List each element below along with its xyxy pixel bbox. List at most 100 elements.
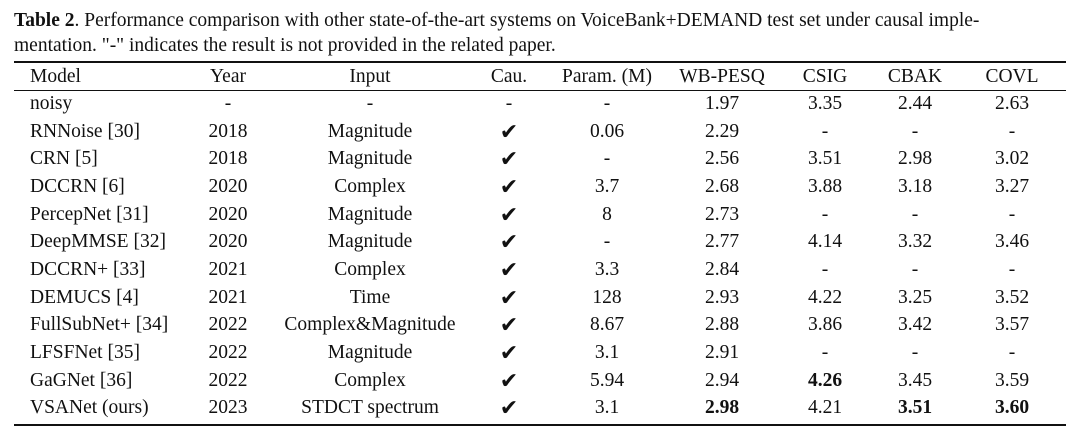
comparison-table: Model Year Input Cau. Param. (M) WB-PESQ… [14, 63, 1066, 422]
cell-params: 3.7 [594, 175, 620, 197]
header-params: Param. (M) [562, 65, 652, 87]
cell-year: 2023 [208, 397, 248, 419]
header-input: Input [349, 65, 391, 87]
cell-params: 0.06 [589, 120, 625, 142]
cell-params: 3.1 [594, 397, 620, 419]
cell-wb-pesq: 2.93 [704, 286, 740, 308]
table-row: DeepMMSE [32] 2020 Magnitude ✔ - 2.77 4.… [14, 228, 1066, 256]
cell-wb-pesq: 2.91 [704, 342, 740, 364]
cell-model: noisy [30, 92, 73, 114]
cell-input: Magnitude [327, 203, 413, 225]
cell-model: LFSFNet [35] [30, 342, 140, 364]
cell-csig: 3.51 [807, 148, 843, 170]
cell-covl: 3.59 [994, 369, 1030, 391]
cell-input: Magnitude [327, 342, 413, 364]
cell-wb-pesq: 2.29 [704, 120, 740, 142]
cell-params: 8 [602, 203, 612, 225]
cell-covl: 3.27 [994, 175, 1030, 197]
cell-cbak: - [911, 120, 919, 142]
cell-input: - [366, 92, 374, 114]
cell-csig: - [821, 258, 829, 280]
cell-input: Complex [334, 258, 406, 280]
cell-csig: 3.86 [807, 314, 843, 336]
checkmark-icon: ✔ [499, 367, 519, 393]
cell-csig: 3.88 [807, 175, 843, 197]
cell-wb-pesq: 2.98 [704, 397, 740, 419]
cell-input: Magnitude [327, 148, 413, 170]
cell-csig: - [821, 120, 829, 142]
cell-input: Magnitude [327, 231, 413, 253]
cell-wb-pesq: 2.68 [704, 175, 740, 197]
cell-csig: - [821, 203, 829, 225]
table-row: CRN [5] 2018 Magnitude ✔ - 2.56 3.51 2.9… [14, 145, 1066, 173]
cell-csig: - [821, 342, 829, 364]
cell-wb-pesq: 2.94 [704, 369, 740, 391]
cell-model: DeepMMSE [32] [30, 231, 166, 253]
cell-covl: 3.52 [994, 286, 1030, 308]
cell-params: - [603, 92, 611, 114]
cell-csig: 4.22 [807, 286, 843, 308]
cell-cbak: 2.98 [897, 148, 933, 170]
cell-input: Magnitude [327, 120, 413, 142]
table-bottom-rule [14, 424, 1066, 426]
checkmark-icon: ✔ [499, 118, 519, 144]
cell-input: Complex [334, 369, 406, 391]
cell-covl: 3.57 [994, 314, 1030, 336]
checkmark-icon: ✔ [499, 312, 519, 338]
checkmark-icon: ✔ [499, 340, 519, 366]
cell-covl: 3.60 [994, 397, 1030, 419]
cell-wb-pesq: 2.56 [704, 148, 740, 170]
cell-year: 2020 [208, 203, 248, 225]
table-header-rule [14, 90, 1066, 91]
header-model: Model [30, 65, 81, 87]
cell-year: 2020 [208, 175, 248, 197]
cell-csig: 4.14 [807, 231, 843, 253]
cell-params: 3.1 [594, 342, 620, 364]
cell-params: 8.67 [589, 314, 625, 336]
cell-covl: 3.46 [994, 231, 1030, 253]
cell-year: 2022 [208, 314, 248, 336]
cell-year: - [224, 92, 232, 114]
table-row: VSANet (ours) 2023 STDCT spectrum ✔ 3.1 … [14, 395, 1066, 423]
cell-model: DCCRN+ [33] [30, 258, 146, 280]
cell-model: GaGNet [36] [30, 369, 133, 391]
cell-params: 128 [592, 286, 622, 308]
caption-label: Table 2 [14, 10, 75, 31]
table-top-rule [14, 61, 1066, 63]
header-csig: CSIG [802, 65, 848, 87]
cell-covl: - [1008, 120, 1016, 142]
table-row: DEMUCS [4] 2021 Time ✔ 128 2.93 4.22 3.2… [14, 284, 1066, 312]
cell-covl: 3.02 [994, 148, 1030, 170]
caption-text-line1: . Performance comparison with other stat… [74, 10, 980, 31]
cell-params: - [603, 148, 611, 170]
cell-covl: - [1008, 342, 1016, 364]
cell-covl: - [1008, 258, 1016, 280]
cell-csig: 4.26 [807, 369, 843, 391]
cell-params: 5.94 [589, 369, 625, 391]
cell-model: RNNoise [30] [30, 120, 140, 142]
cell-year: 2018 [208, 148, 248, 170]
cell-wb-pesq: 2.84 [704, 258, 740, 280]
cell-cbak: 2.44 [897, 92, 933, 114]
cell-csig: 4.21 [807, 397, 843, 419]
checkmark-icon: ✔ [499, 201, 519, 227]
cell-year: 2018 [208, 120, 248, 142]
header-year: Year [210, 65, 246, 87]
cell-model: VSANet (ours) [30, 397, 149, 419]
cell-model: DEMUCS [4] [30, 286, 139, 308]
cell-params: - [603, 231, 611, 253]
table-row: LFSFNet [35] 2022 Magnitude ✔ 3.1 2.91 -… [14, 339, 1066, 367]
cell-wb-pesq: 2.88 [704, 314, 740, 336]
table-row: DCCRN [6] 2020 Complex ✔ 3.7 2.68 3.88 3… [14, 173, 1066, 201]
cell-cbak: - [911, 258, 919, 280]
cell-year: 2022 [208, 369, 248, 391]
checkmark-icon: ✔ [499, 173, 519, 199]
table-row: RNNoise [30] 2018 Magnitude ✔ 0.06 2.29 … [14, 118, 1066, 146]
cell-cbak: - [911, 203, 919, 225]
cell-model: CRN [5] [30, 148, 98, 170]
cell-cbak: 3.51 [897, 397, 933, 419]
cell-cbak: 3.25 [897, 286, 933, 308]
caption-text-line2: mentation. "-" indicates the result is n… [14, 35, 556, 56]
cell-year: 2022 [208, 342, 248, 364]
